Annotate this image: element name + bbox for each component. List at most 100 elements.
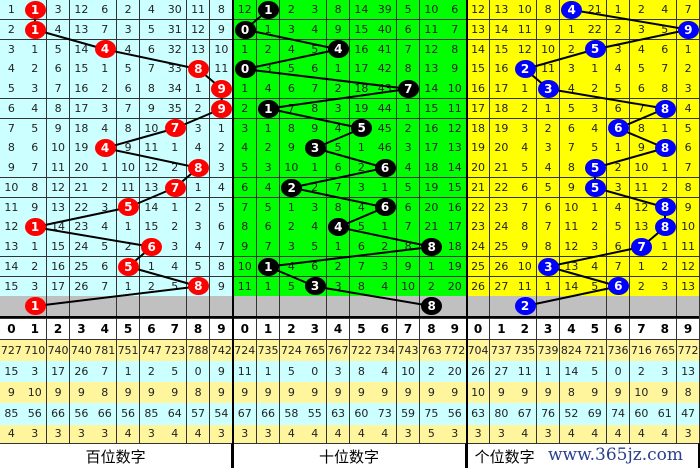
- hundreds-cell: 11: [0, 197, 24, 218]
- units-cell: 9: [630, 138, 654, 159]
- hundreds-cell: 5: [93, 237, 118, 258]
- units-cell: 21: [583, 0, 608, 21]
- hundreds-cell: 33: [163, 59, 188, 80]
- tens-cell: 7: [443, 19, 468, 40]
- tens-cell: 7: [233, 197, 258, 218]
- hundreds-cell: 5: [46, 39, 71, 60]
- units-hit-ball: 8: [654, 198, 676, 217]
- tens-stat-cell: 2: [420, 361, 444, 383]
- hundreds-cell: 17: [46, 276, 71, 297]
- hundreds-cell: 1: [186, 79, 211, 100]
- hundreds-digit-header: 4: [93, 319, 118, 340]
- hundreds-cell: 3: [0, 39, 24, 60]
- hundreds-cell: 1: [186, 177, 211, 198]
- tens-cell: 8: [233, 217, 258, 238]
- tens-stat-cell: 9: [280, 382, 304, 404]
- tens-cell: 46: [373, 138, 398, 159]
- tens-cell: [350, 296, 374, 317]
- units-stat-cell: 26: [466, 361, 491, 383]
- units-cell: [583, 296, 608, 317]
- hundreds-stat-cell: 1: [116, 361, 141, 383]
- tens-cell: 2: [303, 177, 328, 198]
- hundreds-hit-ball: 4: [94, 40, 116, 59]
- tens-digit-header: 6: [373, 319, 398, 340]
- hundreds-cell: 4: [186, 138, 211, 159]
- units-stat-cell: 735: [513, 340, 538, 362]
- tens-stat-cell: 9: [443, 382, 468, 404]
- units-cell: 9: [536, 19, 561, 40]
- hundreds-cell: 1: [116, 276, 141, 297]
- hundreds-stat-cell: 727: [0, 340, 24, 362]
- units-cell: 1: [653, 118, 678, 139]
- tens-stat-cell: 5: [420, 425, 444, 444]
- units-cell: 13: [630, 217, 654, 238]
- units-cell: 16: [490, 59, 514, 80]
- tens-stat-cell: 4: [350, 425, 374, 444]
- tens-cell: 3: [303, 0, 328, 21]
- tens-hit-ball: 1: [257, 99, 279, 118]
- hundreds-cell: 25: [70, 256, 94, 277]
- tens-cell: 3: [233, 118, 258, 139]
- hundreds-cell: 7: [23, 158, 48, 179]
- units-digit-header: 8: [653, 319, 678, 340]
- units-cell: 15: [490, 39, 514, 60]
- hundreds-stat-cell: 5: [163, 361, 188, 383]
- units-cell: 4: [606, 197, 631, 218]
- hundreds-cell: 10: [210, 39, 234, 60]
- units-cell: 12: [466, 0, 491, 21]
- panel-divider: [232, 0, 235, 468]
- units-cell: 20: [466, 158, 491, 179]
- hundreds-cell: 3: [186, 118, 211, 139]
- units-cell: 13: [676, 276, 700, 297]
- hundreds-cell: 11: [140, 138, 164, 159]
- tens-stat-cell: 55: [303, 403, 328, 426]
- tens-cell: 4: [280, 39, 304, 60]
- tens-cell: 10: [443, 79, 468, 100]
- hundreds-cell: 9: [46, 118, 71, 139]
- hundreds-cell: 12: [140, 158, 164, 179]
- tens-stat-cell: 10: [396, 361, 421, 383]
- hundreds-stat-cell: 4: [116, 425, 141, 444]
- hundreds-digit-header: 8: [186, 319, 211, 340]
- tens-cell: [373, 296, 398, 317]
- tens-cell: 10: [233, 256, 258, 277]
- units-cell: 17: [490, 79, 514, 100]
- tens-stat-cell: 75: [420, 403, 444, 426]
- tens-cell: 8: [280, 118, 304, 139]
- tens-digit-header: 1: [256, 319, 281, 340]
- hundreds-cell: 31: [163, 19, 188, 40]
- hundreds-cell: 13: [0, 237, 24, 258]
- units-cell: 26: [490, 256, 514, 277]
- units-cell: 5: [653, 19, 678, 40]
- units-stat-cell: 69: [583, 403, 608, 426]
- units-cell: [560, 296, 584, 317]
- tens-cell: 21: [420, 217, 444, 238]
- hundreds-cell: 23: [70, 217, 94, 238]
- tens-cell: 3: [373, 256, 398, 277]
- units-cell: 2: [676, 59, 700, 80]
- units-stat-cell: 47: [676, 403, 700, 426]
- units-cell: 2: [560, 39, 584, 60]
- tens-stat-cell: 8: [350, 361, 374, 383]
- hundreds-cell: 11: [116, 177, 141, 198]
- hundreds-stat-cell: 4: [186, 425, 211, 444]
- units-stat-cell: 10: [630, 382, 654, 404]
- units-cell: 3: [513, 118, 538, 139]
- units-cell: 18: [490, 98, 514, 119]
- units-hit-ball: 8: [654, 218, 676, 237]
- units-stat-cell: 8: [560, 382, 584, 404]
- hundreds-cell: 8: [116, 118, 141, 139]
- units-stat-cell: 14: [560, 361, 584, 383]
- tens-cell: 1: [350, 138, 374, 159]
- hundreds-cell: 3: [210, 158, 234, 179]
- hundreds-cell: [186, 296, 211, 317]
- hundreds-cell: 10: [0, 177, 24, 198]
- hundreds-digit-header: 9: [210, 319, 234, 340]
- units-cell: 5: [583, 138, 608, 159]
- hundreds-stat-cell: 751: [116, 340, 141, 362]
- tens-cell: 1: [256, 19, 281, 40]
- tens-cell: 15: [443, 177, 468, 198]
- tens-cell: 5: [303, 39, 328, 60]
- hundreds-cell: 11: [210, 59, 234, 80]
- tens-cell: 17: [420, 138, 444, 159]
